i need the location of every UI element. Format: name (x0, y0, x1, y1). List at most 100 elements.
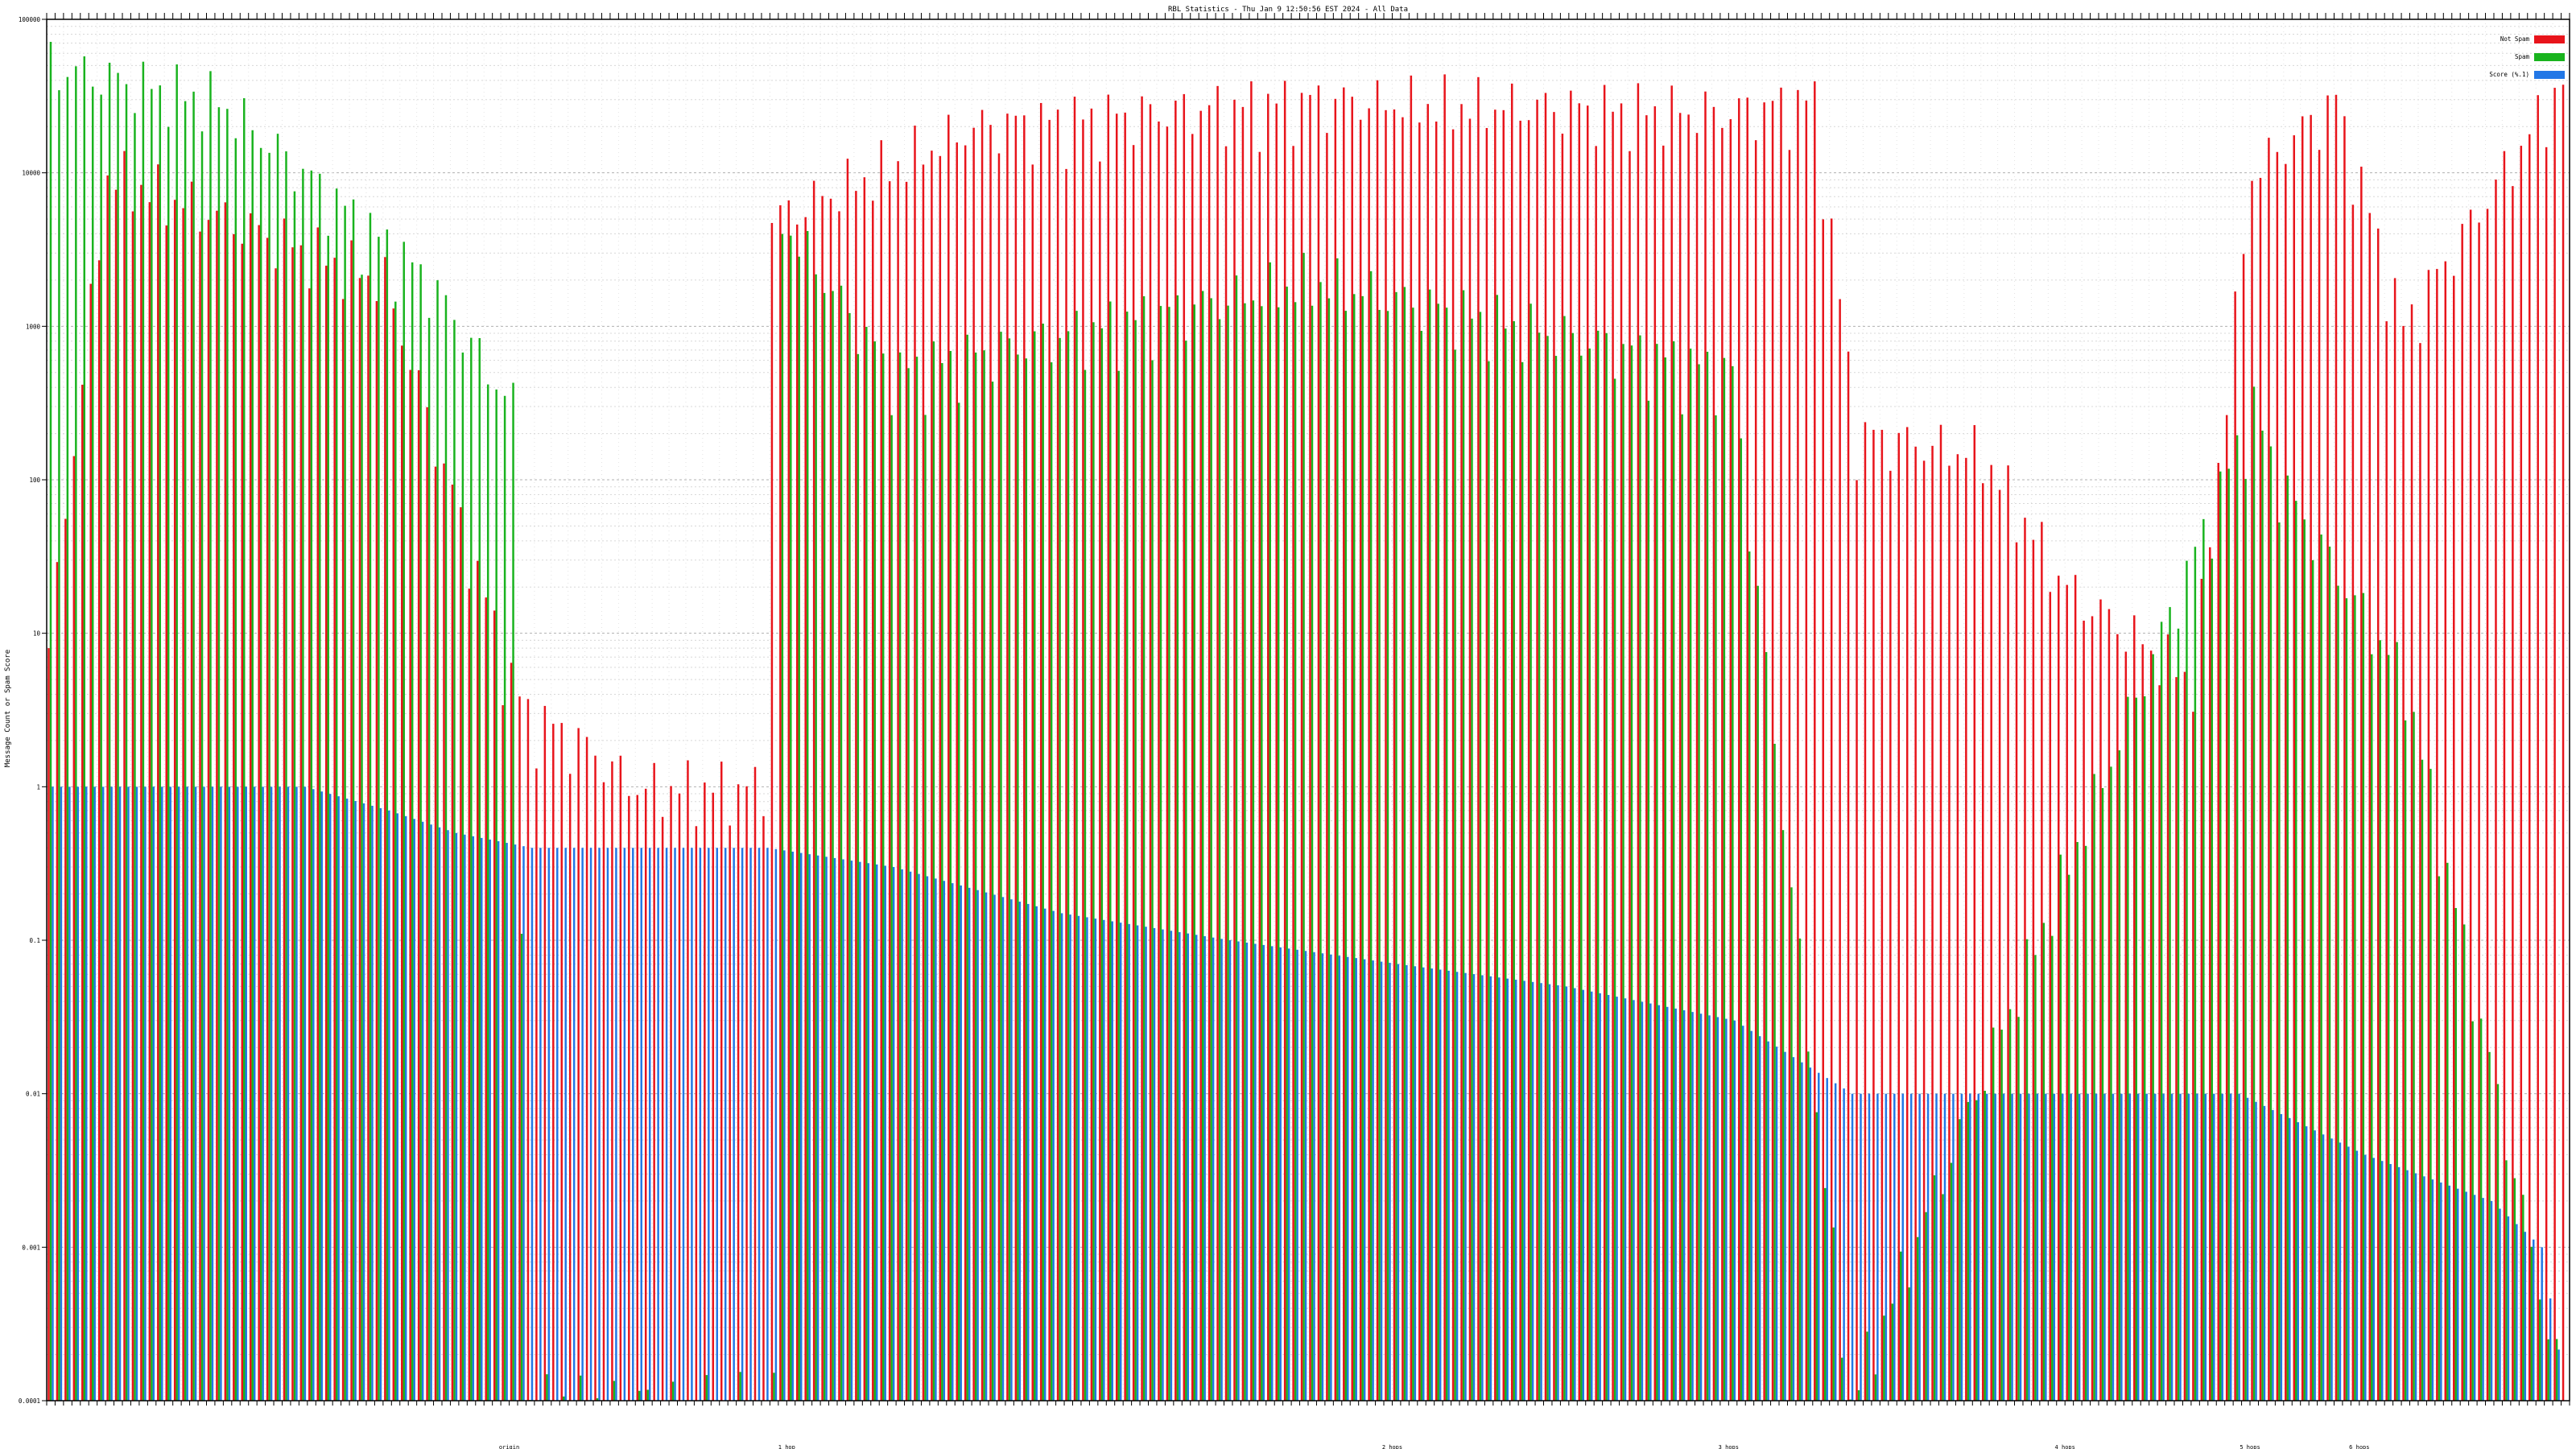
bar-score (1909, 1093, 1913, 1401)
y-axis-label: Message Count or Spam Score (4, 650, 12, 767)
bar-score (1018, 902, 1022, 1401)
bar-not_spam (1292, 146, 1294, 1401)
bar-score (2036, 1093, 2039, 1401)
bar-score (203, 786, 205, 1401)
bar-not_spam (2469, 209, 2472, 1401)
bar-score (388, 810, 390, 1401)
bar-spam (2169, 607, 2171, 1401)
bar-not_spam (543, 705, 547, 1401)
bar-spam (369, 213, 372, 1402)
bar-not_spam (224, 202, 227, 1401)
bar-spam (1664, 357, 1666, 1401)
bar-not_spam (1224, 146, 1228, 1402)
bar-not_spam (56, 562, 59, 1402)
bar-score (2255, 1101, 2257, 1401)
bar-not_spam (2049, 592, 2052, 1401)
bar-score (1455, 972, 1459, 1401)
bar-spam (1125, 312, 1129, 1401)
bar-score (438, 827, 441, 1401)
bar-spam (234, 138, 237, 1402)
bar-not_spam (2149, 650, 2153, 1401)
bar-score (1582, 989, 1585, 1401)
legend-swatch (2534, 71, 2565, 79)
bar-not_spam (829, 198, 832, 1401)
bar-not_spam (2066, 584, 2068, 1401)
bar-spam (1706, 351, 1709, 1402)
bar-score (1330, 954, 1332, 1401)
bar-not_spam (855, 191, 857, 1402)
bar-not_spam (148, 202, 151, 1401)
bar-spam (1874, 1374, 1877, 1401)
bar-not_spam (1847, 351, 1850, 1401)
x-tick-label: 2 hops (1382, 1444, 1402, 1449)
y-tick-label: 100000 (19, 16, 41, 23)
bar-not_spam (165, 225, 167, 1402)
bar-not_spam (2545, 147, 2548, 1402)
bar-not_spam (1788, 150, 1791, 1401)
bar-score (2196, 1093, 2198, 1401)
bar-spam (1815, 1112, 1818, 1401)
bar-spam (184, 101, 187, 1402)
bar-score (1287, 948, 1290, 1401)
bar-score (2087, 1093, 2089, 1401)
bar-spam (2152, 654, 2154, 1401)
bar-spam (1925, 1212, 1927, 1401)
bar-spam (2471, 1021, 2474, 1401)
bar-spam (1025, 358, 1028, 1401)
bar-spam (209, 71, 212, 1402)
bar-not_spam (678, 793, 681, 1401)
bar-not_spam (1721, 127, 1724, 1402)
bar-not_spam (931, 151, 933, 1402)
bar-spam (907, 368, 910, 1401)
bar-spam (2429, 769, 2432, 1401)
bar-score (2120, 1093, 2123, 1401)
bar-score (2440, 1182, 2442, 1401)
bar-not_spam (258, 225, 260, 1402)
bar-score (1372, 960, 1374, 1401)
bar-spam (1967, 1101, 1970, 1401)
bar-score (1094, 919, 1097, 1401)
bar-score (1699, 1013, 1703, 1401)
bar-score (1674, 1008, 1677, 1401)
bar-spam (2328, 547, 2331, 1401)
bar-score (1111, 921, 1113, 1401)
bar-score (379, 807, 382, 1401)
bar-score (220, 786, 222, 1401)
bar-score (1406, 964, 1408, 1401)
bar-spam (1984, 1091, 1986, 1401)
bar-spam (613, 1381, 616, 1401)
bar-spam (2252, 386, 2256, 1402)
bar-score (2516, 1224, 2518, 1401)
bar-score (1624, 998, 1627, 1401)
bar-score (901, 869, 903, 1401)
bar-score (960, 885, 962, 1401)
bar-score (337, 796, 340, 1401)
bar-spam (344, 205, 346, 1401)
bar-spam (2110, 766, 2112, 1401)
bar-spam (1496, 295, 1499, 1402)
bar-not_spam (140, 184, 142, 1401)
bar-not_spam (72, 456, 76, 1401)
bar-not_spam (2453, 275, 2455, 1402)
bar-spam (1630, 345, 1633, 1401)
bar-score (481, 837, 483, 1401)
bar-score (1060, 913, 1063, 1401)
bar-spam (1201, 291, 1204, 1401)
bar-score (716, 848, 719, 1401)
bar-not_spam (190, 181, 193, 1402)
bar-spam (1437, 303, 1439, 1401)
bar-spam (2278, 522, 2281, 1401)
bar-not_spam (1393, 109, 1396, 1402)
bar-score (1926, 1093, 1930, 1401)
bar-score (952, 883, 954, 1401)
bar-spam (546, 1374, 548, 1401)
bar-spam (327, 235, 329, 1401)
bar-not_spam (1544, 93, 1547, 1401)
bar-not_spam (1300, 93, 1303, 1402)
bar-not_spam (123, 151, 126, 1401)
bar-not_spam (2385, 321, 2388, 1401)
bar-score (1792, 1057, 1795, 1401)
bar-score (295, 786, 298, 1401)
bar-spam (259, 147, 262, 1402)
bar-score (253, 786, 256, 1401)
